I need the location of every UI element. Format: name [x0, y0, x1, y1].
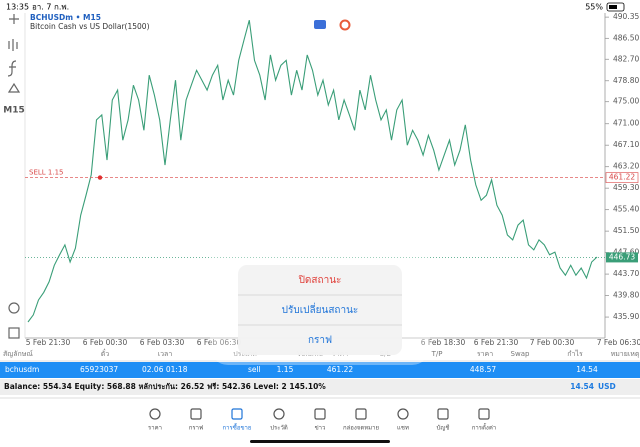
tab-icon[interactable]: [149, 408, 161, 420]
y-tick-label: 482.70: [613, 54, 639, 63]
signal-icon[interactable]: [339, 19, 351, 31]
balance-profit: 14.54: [570, 382, 594, 391]
tab-label[interactable]: การซื้อขาย: [223, 422, 252, 432]
table-cell: 02.06 01:18: [142, 365, 188, 374]
tab-label[interactable]: แชท: [397, 425, 409, 432]
y-tick-label: 467.10: [613, 140, 639, 149]
table-header-cell: T/P: [431, 350, 443, 358]
y-tick-label: 455.40: [613, 205, 639, 214]
x-tick-label: 6 Feb 06:30: [197, 338, 242, 347]
table-header-cell: กำไร: [567, 349, 583, 358]
x-tick-label: 7 Feb 06:30: [597, 338, 640, 347]
tab-icon[interactable]: [190, 408, 202, 420]
price-line: [27, 20, 598, 323]
balance-bar-bg: [0, 379, 640, 395]
left-toolbar: [7, 14, 21, 339]
table-header-cell: Swap: [511, 350, 530, 358]
y-tick-label: 435.90: [613, 312, 639, 321]
table-cell: 14.54: [576, 365, 598, 374]
y-tick-label: 490.35: [613, 12, 639, 21]
order-price-tag: [605, 172, 639, 183]
y-tick-label: 486.50: [613, 33, 639, 42]
table-cell: bchusdm: [5, 365, 39, 374]
table-cell: 1.15: [277, 365, 294, 374]
x-tick-label: 7 Feb 00:30: [530, 338, 575, 347]
x-tick-label: 6 Feb 00:30: [83, 338, 128, 347]
dialog-option[interactable]: กราฟ: [308, 335, 332, 346]
y-tick-label: 459.30: [613, 183, 639, 192]
y-tick-label: 475.00: [613, 97, 639, 106]
indicator-icon[interactable]: [8, 39, 18, 51]
status-time: 13:35: [6, 3, 29, 12]
dialog-option[interactable]: ปรับเปลี่ยนสถานะ: [282, 302, 359, 316]
current-price-tag: [606, 252, 638, 263]
tab-label[interactable]: ข่าว: [315, 425, 326, 432]
table-cell: 448.57: [470, 365, 496, 374]
order-entry-dot: [97, 175, 103, 180]
battery-level: [609, 5, 617, 9]
balance-currency: USD: [598, 382, 616, 391]
add-icon[interactable]: [8, 327, 20, 339]
tab-label[interactable]: บัญชี: [437, 424, 450, 432]
table-header-cell: หมายเหตุ: [611, 350, 640, 358]
tab-label[interactable]: ราคา: [148, 425, 162, 432]
y-tick-label: 443.70: [613, 269, 639, 278]
table-header-cell: ราคา: [477, 350, 493, 358]
tab-icon[interactable]: [478, 408, 490, 420]
home-indicator: [250, 440, 390, 443]
y-tick-label: 463.20: [613, 162, 639, 171]
y-tick-label: 447.60: [613, 248, 639, 257]
order-line-label: SELL 1.15: [29, 169, 63, 177]
crosshair-icon[interactable]: [9, 14, 19, 24]
status-battery: 55%: [585, 3, 603, 12]
symbol-description: Bitcoin Cash vs US Dollar(1500): [30, 22, 150, 31]
tab-label[interactable]: กล่องจดหมาย: [343, 425, 379, 432]
dialog: [238, 265, 402, 355]
y-tick-label: 439.80: [613, 291, 639, 300]
x-tick-label: 6 Feb 21:30: [474, 338, 519, 347]
x-tick-label: 5 Feb 21:30: [26, 338, 71, 347]
y-tick-label: 471.00: [613, 119, 639, 128]
symbol-title: BCHUSDm • M15: [30, 13, 101, 22]
x-tick-label: 6 Feb 18:30: [421, 338, 466, 347]
y-tick-label: 478.80: [613, 76, 639, 85]
dialog-option[interactable]: ปิดสถานะ: [298, 275, 341, 286]
table-cell: sell: [248, 365, 261, 374]
y-tick-label: 451.50: [613, 226, 639, 235]
tab-label[interactable]: การตั้งค่า: [472, 422, 496, 432]
trade-icon[interactable]: [314, 20, 326, 29]
selected-row[interactable]: [0, 362, 640, 378]
status-date: อา. 7 ก.พ.: [32, 3, 69, 12]
tab-icon[interactable]: [355, 408, 367, 420]
x-tick-label: 6 Feb 03:30: [140, 338, 185, 347]
tab-icon[interactable]: [437, 408, 449, 420]
tab-icon[interactable]: [314, 408, 326, 420]
table-cell: 461.22: [327, 365, 353, 374]
tab-icon[interactable]: [273, 408, 285, 420]
order-price-label: 461.22: [609, 173, 635, 182]
function-icon[interactable]: [7, 60, 17, 77]
table-cell: 65923037: [80, 365, 118, 374]
tab-icon[interactable]: [231, 408, 243, 420]
table-header-cell: เวลา: [158, 350, 173, 358]
battery-icon: [606, 2, 625, 12]
zoom-icon[interactable]: [8, 302, 20, 314]
current-price-label: 446.73: [609, 252, 635, 261]
balance-summary: Balance: 554.34 Equity: 568.88 หลักประกั…: [4, 382, 326, 391]
timeframe-label[interactable]: M15: [3, 106, 24, 116]
objects-icon[interactable]: [7, 82, 21, 93]
tab-label[interactable]: กราฟ: [189, 425, 203, 432]
tab-label[interactable]: ประวัติ: [270, 425, 288, 432]
table-header-cell: ตั๋ว: [101, 349, 110, 358]
chart-header-icons: [314, 19, 351, 31]
tab-icon[interactable]: [397, 408, 409, 420]
table-header-cell: สัญลักษณ์: [3, 350, 33, 358]
